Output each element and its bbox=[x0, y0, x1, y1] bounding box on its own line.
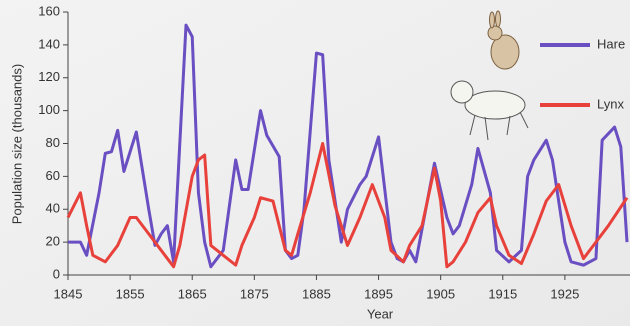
legend-label: Lynx bbox=[597, 96, 624, 111]
x-tick-label: 1905 bbox=[426, 286, 455, 301]
x-tick-label: 1875 bbox=[240, 286, 269, 301]
y-axis-label: Population size (thousands) bbox=[9, 64, 24, 224]
y-tick-label: 100 bbox=[38, 102, 60, 117]
x-tick-label: 1895 bbox=[364, 286, 393, 301]
x-tick-label: 1915 bbox=[488, 286, 517, 301]
y-tick-label: 80 bbox=[46, 135, 60, 150]
x-axis-label: Year bbox=[367, 306, 394, 321]
x-tick-label: 1925 bbox=[550, 286, 579, 301]
chart: Population size (thousands) Year 0 20 40 60… bbox=[0, 0, 630, 326]
y-tick-label: 0 bbox=[53, 266, 60, 281]
y-tick-label: 60 bbox=[46, 168, 60, 183]
y-tick-label: 40 bbox=[46, 201, 60, 216]
x-tick-label: 1855 bbox=[116, 286, 145, 301]
y-tick-label: 120 bbox=[38, 69, 60, 84]
background bbox=[0, 0, 630, 326]
y-tick-label: 140 bbox=[38, 36, 60, 51]
y-tick-label: 160 bbox=[38, 3, 60, 18]
x-tick-label: 1865 bbox=[178, 286, 207, 301]
y-tick-label: 20 bbox=[46, 234, 60, 249]
x-tick-label: 1885 bbox=[302, 286, 331, 301]
x-tick-label: 1845 bbox=[54, 286, 83, 301]
legend-label: Hare bbox=[597, 36, 625, 51]
